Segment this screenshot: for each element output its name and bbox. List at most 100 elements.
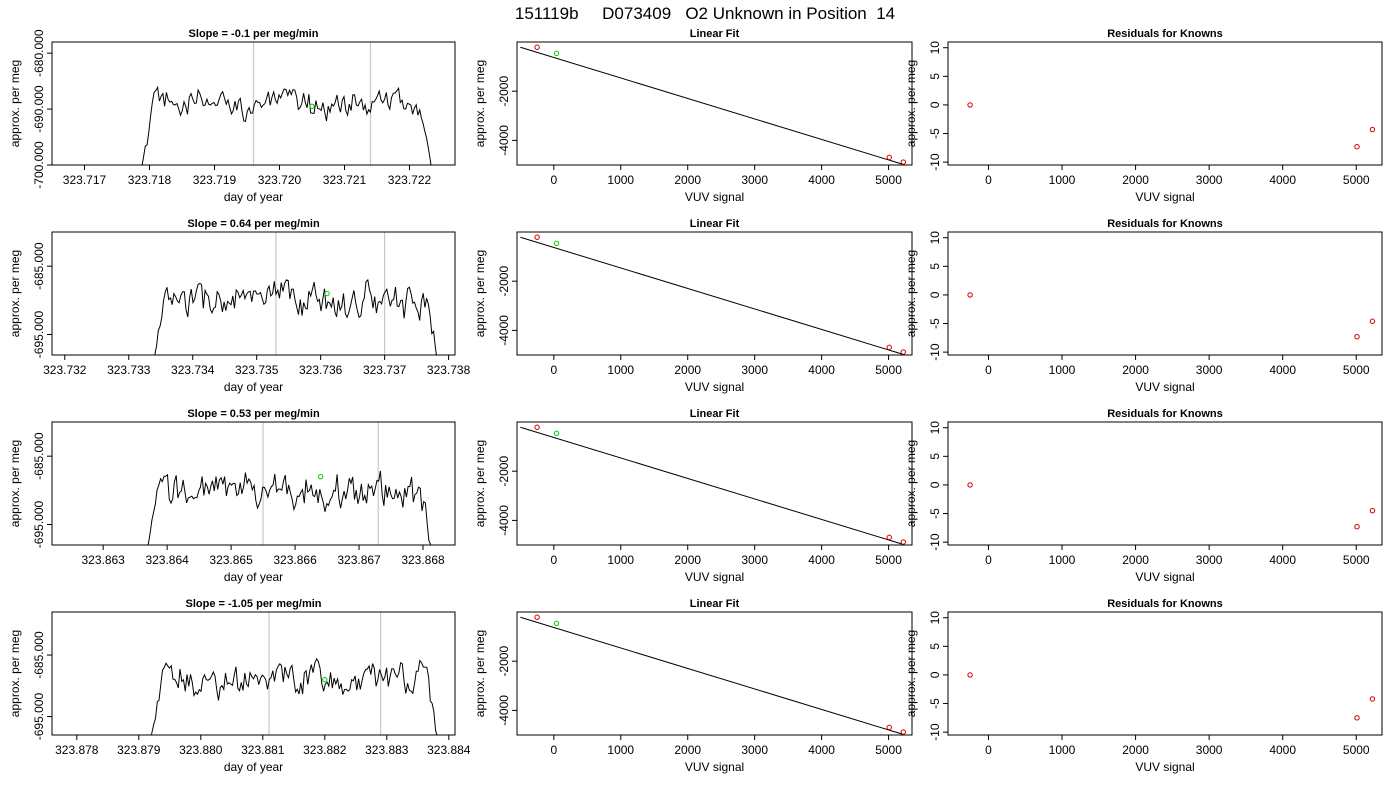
- unknown-point: [553, 240, 560, 247]
- known-point: [886, 534, 892, 541]
- plot-area: [967, 672, 1376, 721]
- y-tick-label: 5: [928, 453, 942, 460]
- y-tick-label: -695.000: [32, 310, 46, 358]
- linear-fit-panel-row-1: Linear Fit 0 1000 2000 3000 4000 5000 -4000 -200…: [473, 28, 913, 204]
- x-tick-label: 3000: [741, 173, 768, 187]
- panel-title: Slope = -1.05 per meg/min: [185, 598, 321, 610]
- x-tick-label: 323.732: [43, 363, 87, 377]
- residual-point: [967, 672, 973, 678]
- x-tick-label: 2000: [674, 363, 701, 377]
- residuals-panel-row-3: Residuals for Knowns 0 1000 2000 3000 4000 500…: [904, 408, 1383, 584]
- x-tick-label: 4000: [808, 173, 835, 187]
- x-tick-label: 2000: [674, 553, 701, 567]
- residuals-panel-row-2: Residuals for Knowns 0 1000 2000 3000 4000 500…: [904, 218, 1383, 394]
- y-tick-label: -2000: [497, 76, 511, 107]
- unknown-marker: [324, 290, 330, 297]
- y-tick-label: 10: [928, 421, 942, 435]
- known-point: [900, 349, 906, 355]
- plot-frame: [51, 421, 456, 546]
- y-tick-label: -2000: [497, 266, 511, 297]
- y-axis-label: approx. per meg: [473, 250, 487, 337]
- unknown-point: [553, 430, 560, 437]
- plot-frame: [947, 421, 1383, 546]
- x-tick-label: 5000: [1343, 363, 1370, 377]
- x-tick-label: 1000: [1049, 553, 1076, 567]
- x-tick-label: 5000: [875, 743, 902, 757]
- x-tick-label: 323.878: [55, 743, 99, 757]
- plot-frame: [51, 611, 456, 736]
- fit-line: [520, 426, 903, 545]
- x-tick-label: 4000: [1269, 553, 1296, 567]
- y-tick-label: -2000: [497, 456, 511, 487]
- panel-title: Linear Fit: [690, 598, 740, 610]
- x-tick-label: 323.736: [299, 363, 343, 377]
- x-tick-label: 5000: [875, 363, 902, 377]
- x-tick-label: 323.734: [171, 363, 215, 377]
- x-tick-label: 323.883: [365, 743, 409, 757]
- panel-title: Linear Fit: [690, 28, 740, 40]
- y-tick-label: 10: [928, 41, 942, 55]
- x-axis-label: VUV signal: [685, 570, 744, 584]
- x-tick-label: 3000: [741, 743, 768, 757]
- y-tick-label: -2000: [497, 646, 511, 677]
- fit-line: [520, 46, 903, 165]
- residual-point: [1354, 143, 1360, 150]
- y-tick-label: -10: [928, 533, 942, 551]
- signal-trace: [154, 278, 437, 355]
- plot-frame: [947, 231, 1383, 356]
- unknown-marker: [317, 473, 324, 480]
- y-tick-label: -685.000: [32, 242, 46, 290]
- plot-frame: [516, 41, 913, 166]
- plot-area: [520, 424, 906, 545]
- y-tick-label: 0: [928, 101, 942, 108]
- x-axis-label: VUV signal: [1135, 190, 1194, 204]
- x-axis-label: day of year: [224, 380, 283, 394]
- panel-title: Residuals for Knowns: [1107, 408, 1223, 420]
- x-tick-label: 323.866: [273, 553, 317, 567]
- x-tick-label: 2000: [1122, 743, 1149, 757]
- unknown-point: [553, 50, 560, 57]
- plot-area: [520, 614, 906, 735]
- plot-area: [147, 422, 432, 545]
- known-point: [900, 729, 906, 735]
- x-tick-label: 0: [550, 553, 557, 567]
- panel-title: Linear Fit: [690, 218, 740, 230]
- x-tick-label: 1000: [1049, 743, 1076, 757]
- x-tick-label: 323.733: [107, 363, 151, 377]
- x-tick-label: 2000: [1122, 553, 1149, 567]
- panel-title: Slope = 0.53 per meg/min: [187, 408, 320, 420]
- known-point: [534, 234, 540, 240]
- signal-trace: [150, 657, 438, 735]
- x-tick-label: 0: [985, 553, 992, 567]
- x-tick-label: 323.718: [128, 173, 172, 187]
- x-tick-label: 323.717: [63, 173, 107, 187]
- y-tick-label: -690.000: [32, 85, 46, 133]
- figure-title: 151119b D073409 O2 Unknown in Position 1…: [515, 4, 895, 23]
- y-tick-label: 0: [928, 671, 942, 678]
- residual-point: [1354, 523, 1360, 530]
- unknown-marker: [309, 103, 315, 109]
- x-tick-label: 323.881: [241, 743, 285, 757]
- panel-title: Residuals for Knowns: [1107, 218, 1223, 230]
- x-tick-label: 323.863: [81, 553, 125, 567]
- y-tick-label: 0: [928, 481, 942, 488]
- y-axis-label: approx. per meg: [473, 440, 487, 527]
- plot-area: [141, 42, 432, 165]
- x-tick-label: 323.720: [258, 173, 302, 187]
- known-point: [900, 539, 906, 545]
- y-axis-label: approx. per meg: [8, 630, 22, 717]
- linear-fit-panel-row-4: Linear Fit 0 1000 2000 3000 4000 5000 -4000 -200…: [473, 598, 913, 774]
- x-tick-label: 323.879: [117, 743, 161, 757]
- x-tick-label: 3000: [1196, 173, 1223, 187]
- x-tick-label: 3000: [1196, 363, 1223, 377]
- x-tick-label: 323.738: [427, 363, 471, 377]
- plot-area: [520, 44, 906, 165]
- x-tick-label: 1000: [607, 553, 634, 567]
- residuals-panel-row-1: Residuals for Knowns 0 1000 2000 3000 4000 500…: [904, 28, 1383, 204]
- x-tick-label: 1000: [1049, 363, 1076, 377]
- x-tick-label: 4000: [808, 363, 835, 377]
- plot-area: [967, 292, 1376, 340]
- known-point: [534, 424, 540, 430]
- linear-fit-panel-row-2: Linear Fit 0 1000 2000 3000 4000 5000 -4000 -200…: [473, 218, 913, 394]
- plot-area: [154, 232, 437, 355]
